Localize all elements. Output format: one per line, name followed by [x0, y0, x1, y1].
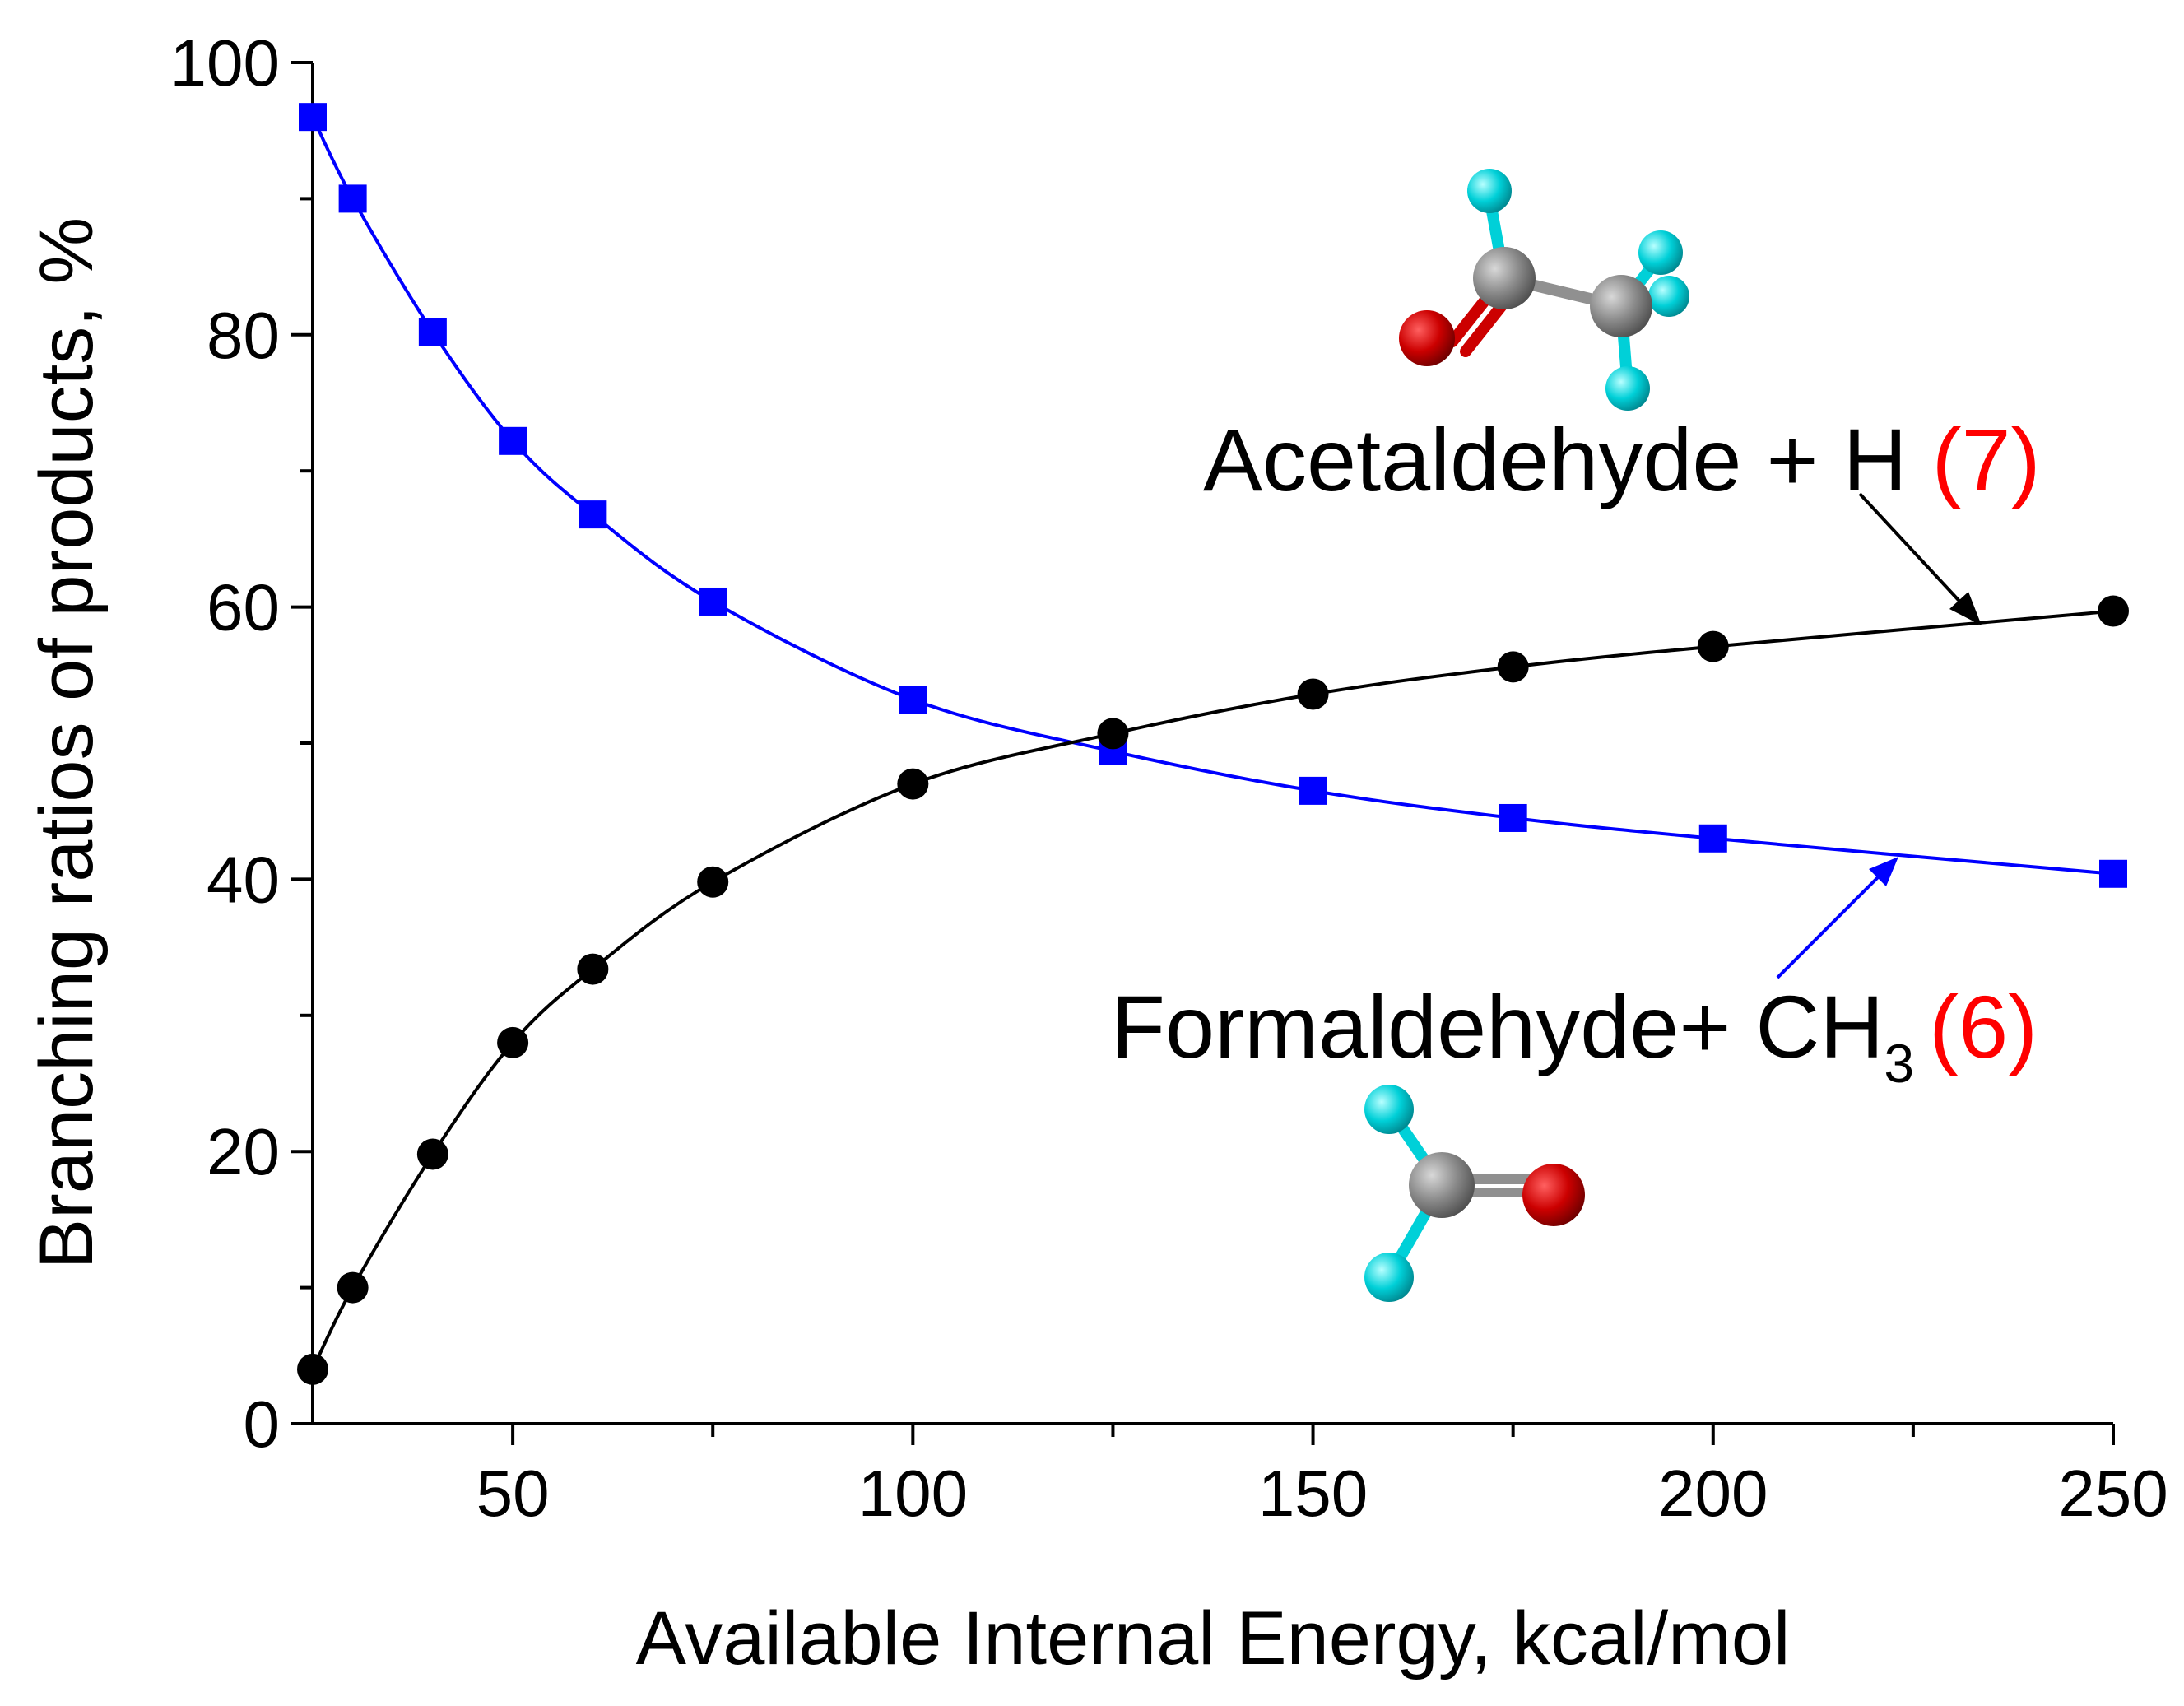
series-square: [299, 103, 2127, 888]
y-axis-title: Branching ratios of products, %: [25, 217, 109, 1269]
y-tick-label: 80: [207, 299, 280, 372]
data-point-circle: [297, 1353, 328, 1385]
data-point-circle: [1697, 630, 1729, 662]
formaldehyde-label: Formaldehyde+ CH3 (6): [1111, 977, 2038, 1094]
data-point-circle: [337, 1271, 369, 1304]
x-tick-label: 150: [1258, 1457, 1368, 1530]
data-point-circle: [697, 866, 729, 898]
data-point-circle: [416, 1138, 448, 1170]
data-point-square: [699, 587, 727, 616]
x-tick-label: 250: [2058, 1457, 2168, 1530]
axis-ticks: [291, 61, 2115, 1445]
series-layer: [297, 103, 2129, 1385]
x-tick-label: 100: [858, 1457, 968, 1530]
data-point-circle: [2098, 595, 2129, 627]
acetaldehyde-arrow: [1858, 492, 1982, 625]
formaldehyde-label-text: Formaldehyde+ CH: [1111, 977, 1884, 1076]
x-axis-title: Available Internal Energy, kcal/mol: [636, 1597, 1791, 1680]
series-circle: [297, 595, 2129, 1385]
data-point-square: [2099, 859, 2127, 888]
y-tick-label: 40: [207, 843, 280, 916]
formaldehyde-label-subscript: 3: [1884, 1033, 1914, 1094]
y-tick-label: 60: [207, 571, 280, 644]
acetaldehyde-label-text: Acetaldehyde + H: [1203, 410, 1932, 509]
axis-tick-labels: 50 100 150 200 250 0 20 40 60 80 100: [170, 26, 2168, 1530]
data-point-square: [579, 500, 607, 529]
data-point-circle: [897, 768, 929, 800]
data-point-square: [1499, 803, 1527, 832]
y-tick-label: 100: [170, 26, 280, 100]
acetaldehyde-label-number: (7): [1932, 410, 2041, 509]
data-point-square: [1698, 824, 1727, 853]
y-tick-label: 0: [244, 1388, 281, 1461]
data-point-square: [899, 686, 927, 714]
formaldehyde-molecule-icon: [1364, 1085, 1585, 1302]
data-point-square: [1299, 776, 1327, 805]
acetaldehyde-label: Acetaldehyde + H (7): [1203, 410, 2041, 509]
data-point-square: [499, 426, 527, 455]
data-point-square: [338, 184, 367, 213]
data-point-circle: [1097, 718, 1129, 750]
formaldehyde-arrow: [1776, 857, 1898, 979]
x-tick-label: 50: [476, 1457, 550, 1530]
y-tick-label: 20: [207, 1115, 280, 1188]
formaldehyde-label-number: (6): [1929, 977, 2038, 1076]
x-tick-label: 200: [1658, 1457, 1768, 1530]
acetaldehyde-molecule-icon: [1399, 169, 1689, 411]
data-point-circle: [577, 953, 609, 985]
data-point-square: [299, 103, 327, 132]
data-point-square: [418, 318, 447, 346]
data-point-circle: [1497, 651, 1529, 683]
data-point-circle: [1297, 678, 1329, 710]
data-point-circle: [497, 1026, 529, 1058]
